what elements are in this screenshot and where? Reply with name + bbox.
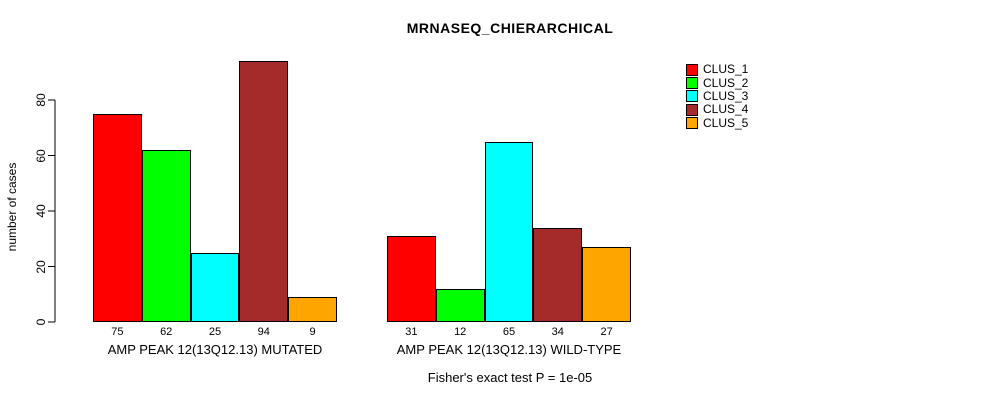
bar-clus_4-group1 [239,61,289,322]
y-axis-tick-label: 60 [34,148,48,163]
legend-swatch-clus_2 [686,77,698,90]
bar-clus_1-group1 [93,113,142,322]
bar-value-label: 31 [405,326,418,338]
bar-clus_1-group2 [387,235,436,322]
bar-value-label: 62 [160,326,173,338]
legend-row: CLUS_1 [686,63,748,76]
bar-clus_2-group2 [435,288,485,322]
bar-value-label: 9 [309,326,316,338]
bar-clus_5-group1 [288,297,337,322]
legend-label: CLUS_3 [703,88,749,103]
legend-label: CLUS_5 [703,115,749,130]
y-axis [48,99,56,323]
bar-value-label: 75 [111,326,124,338]
y-axis-tick-label: 80 [34,93,48,107]
legend-swatch-clus_1 [686,63,698,76]
legend-swatch-clus_5 [686,117,698,130]
legend: CLUS_1 CLUS_2 CLUS_3 CLUS_4 CLUS_5 [686,63,748,130]
bar-value-label: 65 [502,326,516,338]
chart-title: MRNASEQ_CHIERARCHICAL [406,20,614,36]
legend-label: CLUS_4 [703,102,749,117]
bar-value-label: 34 [551,326,564,338]
legend-row: CLUS_3 [686,88,749,103]
y-axis-tick-label: 20 [34,259,48,274]
legend-row: CLUS_4 [686,103,748,116]
bar-value-label: 25 [208,326,222,338]
group-label-2: AMP PEAK 12(13Q12.13) WILD-TYPE [396,342,622,357]
bar-clus_4-group2 [533,227,583,322]
bar-value-label: 94 [257,326,270,338]
bar-clus_2-group1 [141,149,191,322]
bar-clus_3-group1 [190,252,240,322]
legend-swatch-clus_4 [686,103,698,116]
bar-clus_5-group2 [582,247,631,322]
bar-value-label: 12 [454,326,467,338]
y-axis-tick-label: 0 [34,318,48,326]
group-label-1: AMP PEAK 12(13Q12.13) MUTATED [107,342,323,357]
y-axis-tick-label: 40 [34,204,48,218]
legend-swatch-clus_3 [686,90,698,103]
bar-value-label: 27 [600,326,613,338]
caption: Fisher's exact test P = 1e-05 [427,370,593,385]
bar-clus_3-group2 [484,141,534,322]
legend-row: CLUS_2 [686,75,749,90]
legend-row: CLUS_5 [686,115,749,130]
legend-label: CLUS_1 [703,62,749,77]
legend-label: CLUS_2 [703,75,749,90]
